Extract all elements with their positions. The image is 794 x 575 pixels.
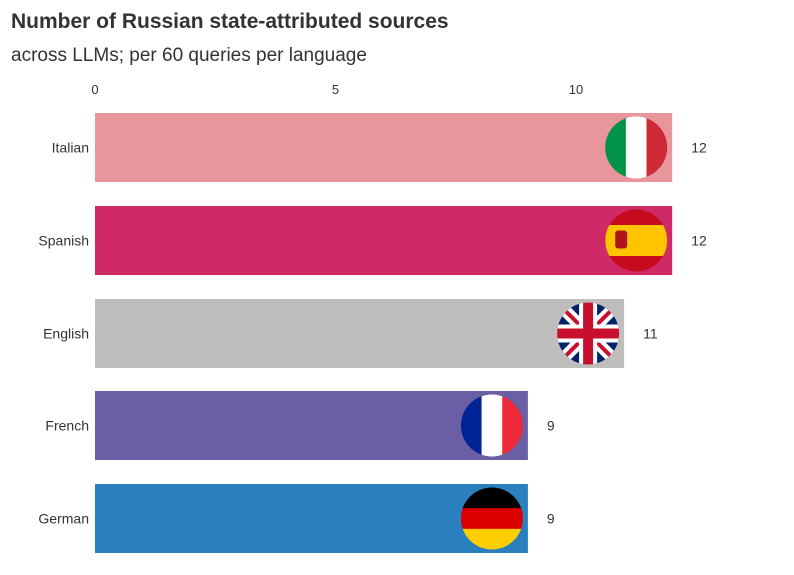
bar-french	[95, 391, 528, 460]
bar-german	[95, 484, 528, 553]
bar-italian	[95, 113, 673, 182]
chart-title: Number of Russian state-attributed sourc…	[11, 10, 449, 33]
category-label: English	[43, 326, 89, 342]
spain-flag-icon	[605, 209, 668, 272]
value-label: 12	[691, 140, 707, 156]
category-label: German	[38, 511, 89, 527]
category-label: French	[45, 418, 89, 434]
value-label: 9	[547, 418, 555, 434]
value-label: 9	[547, 511, 555, 527]
bar-spanish	[95, 206, 673, 275]
category-label: Spanish	[38, 233, 89, 249]
chart-subtitle: across LLMs; per 60 queries per language	[11, 45, 367, 66]
category-label: Italian	[52, 140, 89, 156]
value-label: 11	[643, 326, 658, 342]
x-tick-label: 0	[91, 82, 98, 97]
value-label: 12	[691, 233, 707, 249]
uk-flag-icon	[557, 302, 620, 365]
x-tick-label: 5	[332, 82, 339, 97]
x-tick-label: 10	[569, 82, 583, 97]
bar-english	[95, 299, 625, 368]
italy-flag-icon	[605, 116, 668, 179]
germany-flag-icon	[460, 487, 523, 550]
france-flag-icon	[460, 394, 523, 457]
